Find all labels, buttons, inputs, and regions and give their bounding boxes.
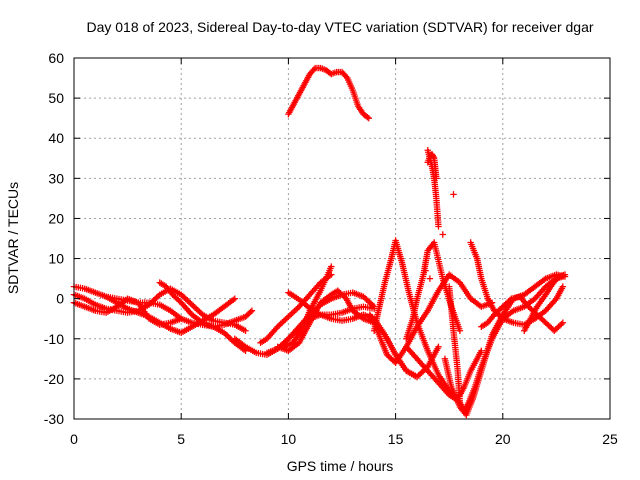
y-tick-label: -20 [44,371,64,387]
data-point [231,295,238,302]
x-tick-label: 20 [495,431,511,447]
y-tick-label: 10 [48,251,64,267]
plot-frame [73,57,611,420]
data-point [559,319,567,326]
x-tick-label: 15 [388,431,404,447]
data-point [456,327,464,334]
x-tick-label: 10 [281,431,297,447]
y-tick-label: 60 [48,50,64,66]
data-point [450,191,457,198]
data-point [242,327,249,334]
data-point [426,275,434,282]
data-point [478,347,485,355]
data-point [178,315,185,322]
y-tick-label: 50 [48,90,64,106]
grid [74,58,610,419]
data-point [430,153,437,161]
y-tick-label: -30 [44,411,64,427]
data-point [498,314,505,321]
x-axis-title: GPS time / hours [287,458,394,474]
data-point [435,223,442,230]
data-points [70,64,569,419]
data-point [433,175,440,182]
y-tick-label: 30 [48,170,64,186]
axis-ticks: 0 5 10 15 20 25 -30 -20 -10 0 10 20 30 40 50 60 [44,50,618,447]
data-point [248,307,256,314]
y-tick-label: 0 [56,291,64,307]
y-tick-label: 40 [48,130,64,146]
data-point [558,320,565,328]
data-point [561,271,569,278]
y-tick-label: -10 [44,331,64,347]
chart-title: Day 018 of 2023, Sidereal Day-to-day VTE… [86,19,593,35]
x-tick-label: 25 [602,431,618,447]
data-point [559,283,567,290]
data-point [435,343,442,350]
data-point [328,263,335,270]
data-point [365,114,372,122]
data-point [247,308,254,316]
y-tick-label: 20 [48,210,64,226]
y-axis-title: SDTVAR / TECUs [5,182,21,294]
data-point [364,113,371,121]
x-tick-label: 0 [70,431,78,447]
x-tick-label: 5 [177,431,185,447]
data-point [439,231,446,238]
data-point [422,267,429,274]
